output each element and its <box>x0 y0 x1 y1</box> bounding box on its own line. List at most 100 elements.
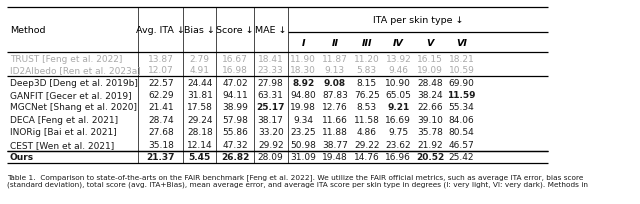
Text: GANFIT [Gecer et al. 2019]: GANFIT [Gecer et al. 2019] <box>10 91 131 100</box>
Text: 16.98: 16.98 <box>222 66 248 75</box>
Text: 16.67: 16.67 <box>222 54 248 63</box>
Text: 5.45: 5.45 <box>189 153 211 162</box>
Text: 27.98: 27.98 <box>258 78 284 87</box>
Text: Score ↓: Score ↓ <box>216 26 254 35</box>
Text: 87.83: 87.83 <box>322 91 348 100</box>
Text: 11.90: 11.90 <box>291 54 316 63</box>
Text: 9.34: 9.34 <box>293 115 314 124</box>
Text: 5.83: 5.83 <box>356 66 377 75</box>
Text: 8.15: 8.15 <box>356 78 377 87</box>
Text: CEST [Wen et al. 2021]: CEST [Wen et al. 2021] <box>10 140 114 149</box>
Text: 94.80: 94.80 <box>291 91 316 100</box>
Text: 24.44: 24.44 <box>187 78 212 87</box>
Text: MAE ↓: MAE ↓ <box>255 26 287 35</box>
Text: TRUST [Feng et al. 2022]: TRUST [Feng et al. 2022] <box>10 54 122 63</box>
Text: 38.17: 38.17 <box>258 115 284 124</box>
Text: 11.87: 11.87 <box>322 54 348 63</box>
Text: 14.76: 14.76 <box>354 153 380 162</box>
Text: INORig [Bai et al. 2021]: INORig [Bai et al. 2021] <box>10 128 116 137</box>
Text: 2.79: 2.79 <box>190 54 210 63</box>
Text: 23.25: 23.25 <box>291 128 316 137</box>
Text: III: III <box>362 38 372 47</box>
Text: 65.05: 65.05 <box>385 91 412 100</box>
Text: 26.82: 26.82 <box>221 153 249 162</box>
Text: 21.37: 21.37 <box>147 153 175 162</box>
Text: Avg. ITA ↓: Avg. ITA ↓ <box>136 26 186 35</box>
Text: VI: VI <box>456 38 467 47</box>
Text: 80.54: 80.54 <box>449 128 474 137</box>
Text: 23.33: 23.33 <box>258 66 284 75</box>
Text: 13.87: 13.87 <box>148 54 174 63</box>
Text: 23.62: 23.62 <box>385 140 411 149</box>
Text: 11.88: 11.88 <box>322 128 348 137</box>
Text: 28.74: 28.74 <box>148 115 173 124</box>
Text: 29.92: 29.92 <box>258 140 284 149</box>
Text: 63.31: 63.31 <box>258 91 284 100</box>
Text: 38.24: 38.24 <box>417 91 443 100</box>
Text: 11.59: 11.59 <box>447 91 476 100</box>
Text: 8.92: 8.92 <box>292 78 314 87</box>
Text: 16.69: 16.69 <box>385 115 412 124</box>
Text: IV: IV <box>393 38 404 47</box>
Text: II: II <box>332 38 339 47</box>
Text: 9.13: 9.13 <box>325 66 345 75</box>
Text: Deep3D [Deng et al. 2019b]: Deep3D [Deng et al. 2019b] <box>10 78 138 87</box>
Text: 28.18: 28.18 <box>187 128 212 137</box>
Text: 94.11: 94.11 <box>222 91 248 100</box>
Text: 9.08: 9.08 <box>324 78 346 87</box>
Text: 69.90: 69.90 <box>449 78 474 87</box>
Text: Bias ↓: Bias ↓ <box>184 26 215 35</box>
Text: ITA per skin type ↓: ITA per skin type ↓ <box>372 16 463 24</box>
Text: 8.53: 8.53 <box>356 103 377 112</box>
Text: 35.78: 35.78 <box>417 128 443 137</box>
Text: 47.02: 47.02 <box>222 78 248 87</box>
Text: 84.06: 84.06 <box>449 115 474 124</box>
Text: 4.91: 4.91 <box>190 66 210 75</box>
Text: 22.66: 22.66 <box>417 103 443 112</box>
Text: 38.99: 38.99 <box>222 103 248 112</box>
Text: 46.57: 46.57 <box>449 140 474 149</box>
Text: ID2Albedo [Ren et al. 2023a]: ID2Albedo [Ren et al. 2023a] <box>10 66 141 75</box>
Text: 47.32: 47.32 <box>222 140 248 149</box>
Text: 25.17: 25.17 <box>257 103 285 112</box>
Text: 19.48: 19.48 <box>322 153 348 162</box>
Text: 13.92: 13.92 <box>385 54 412 63</box>
Text: 9.75: 9.75 <box>388 128 408 137</box>
Text: 31.09: 31.09 <box>291 153 316 162</box>
Text: 39.10: 39.10 <box>417 115 443 124</box>
Text: Table 1.  Comparison to state-of-the-arts on the FAIR benchmark [Feng et al. 202: Table 1. Comparison to state-of-the-arts… <box>6 173 588 188</box>
Text: 55.34: 55.34 <box>449 103 474 112</box>
Text: 28.09: 28.09 <box>258 153 284 162</box>
Text: 9.46: 9.46 <box>388 66 408 75</box>
Text: 29.22: 29.22 <box>354 140 380 149</box>
Text: V: V <box>426 38 433 47</box>
Text: 38.77: 38.77 <box>322 140 348 149</box>
Text: 12.76: 12.76 <box>322 103 348 112</box>
Text: 31.81: 31.81 <box>187 91 212 100</box>
Text: 50.98: 50.98 <box>291 140 316 149</box>
Text: 16.96: 16.96 <box>385 153 412 162</box>
Text: 18.21: 18.21 <box>449 54 474 63</box>
Text: 62.29: 62.29 <box>148 91 173 100</box>
Text: 35.18: 35.18 <box>148 140 174 149</box>
Text: 29.24: 29.24 <box>187 115 212 124</box>
Text: 11.20: 11.20 <box>354 54 380 63</box>
Text: 21.41: 21.41 <box>148 103 173 112</box>
Text: I: I <box>301 38 305 47</box>
Text: 25.42: 25.42 <box>449 153 474 162</box>
Text: 18.41: 18.41 <box>258 54 284 63</box>
Text: Method: Method <box>10 26 45 35</box>
Text: 16.15: 16.15 <box>417 54 443 63</box>
Text: 21.92: 21.92 <box>417 140 443 149</box>
Text: 22.57: 22.57 <box>148 78 173 87</box>
Text: 18.30: 18.30 <box>291 66 316 75</box>
Text: 12.14: 12.14 <box>187 140 212 149</box>
Text: 76.25: 76.25 <box>354 91 380 100</box>
Text: 11.58: 11.58 <box>354 115 380 124</box>
Text: 4.86: 4.86 <box>356 128 377 137</box>
Text: 19.98: 19.98 <box>291 103 316 112</box>
Text: 57.98: 57.98 <box>222 115 248 124</box>
Text: 10.59: 10.59 <box>449 66 474 75</box>
Text: 33.20: 33.20 <box>258 128 284 137</box>
Text: 12.07: 12.07 <box>148 66 173 75</box>
